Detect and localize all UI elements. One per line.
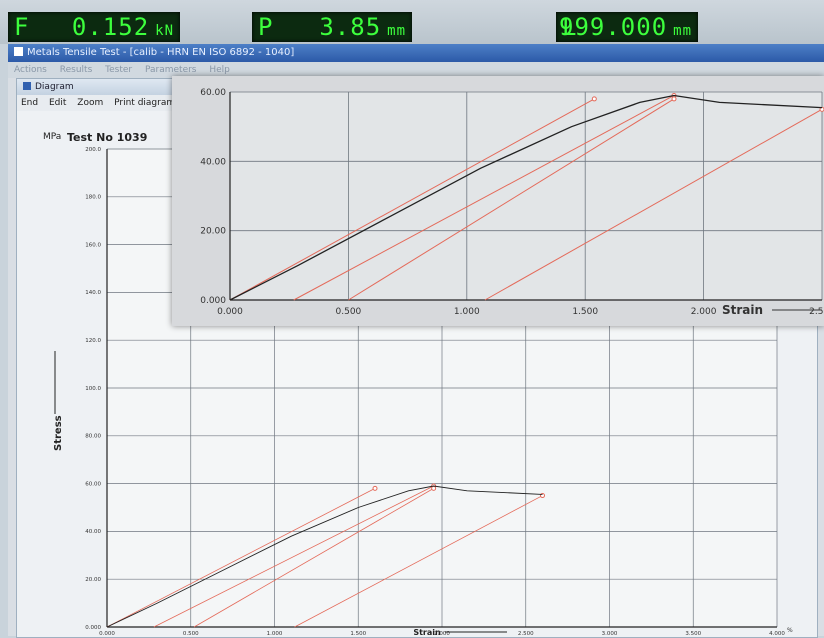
x-tick-label: 0.000 — [99, 631, 115, 637]
length-value: -999.000 — [556, 13, 668, 41]
x-tick-label: 2.500 — [809, 307, 824, 317]
length-unit: mm — [673, 23, 692, 39]
x-tick-label: 1.000 — [454, 307, 480, 317]
plot-area — [230, 92, 822, 300]
y-tick-label: 80.00 — [85, 434, 101, 440]
offset-line-1 — [106, 488, 376, 628]
app-icon — [14, 47, 23, 56]
menu-help[interactable]: Help — [209, 65, 230, 75]
y-tick-label: 200.0 — [85, 147, 101, 153]
main-title-bar[interactable]: Metals Tensile Test - [calib - HRN EN IS… — [8, 44, 824, 62]
y-axis-label: Stress — [53, 415, 64, 451]
y-tick-label: 140.0 — [85, 290, 101, 296]
length-readout: L -999.000 mm — [556, 12, 698, 42]
offset-line-2 — [153, 485, 434, 628]
zoomed-stress-strain-chart: 0.000 0.500 1.000 1.500 2.000 2.500 0.000 20.00… — [172, 76, 824, 326]
y-tick-label: 160.0 — [85, 242, 101, 248]
y-tick-label: 60.00 — [85, 481, 101, 487]
y-tick-label: 20.00 — [200, 227, 226, 237]
force-value: 0.152 — [71, 13, 150, 41]
x-unit-label: % — [787, 627, 793, 634]
stress-strain-curve — [229, 94, 823, 301]
menu-zoom[interactable]: Zoom — [77, 98, 104, 108]
x-tick-label: 1.500 — [572, 307, 598, 317]
offset-line-marker — [431, 485, 437, 491]
x-tick-label: 1.000 — [267, 631, 283, 637]
menu-edit[interactable]: Edit — [48, 98, 67, 108]
position-value: 3.85 — [319, 13, 382, 41]
y-tick-label: 120.0 — [85, 338, 101, 344]
menu-parameters[interactable]: Parameters — [144, 65, 197, 75]
menu-actions[interactable]: Actions — [14, 65, 47, 75]
x-tick-label: 2.000 — [691, 307, 717, 317]
test-number-title: Test No 1039 — [67, 131, 147, 144]
stress-strain-curve — [106, 485, 543, 628]
force-label: F — [14, 13, 30, 41]
x-tick-label: 1.500 — [350, 631, 366, 637]
offset-line-2 — [293, 95, 675, 301]
offset-line-3 — [193, 488, 434, 628]
readout-bar: F 0.152 kN P 3.85 mm L -999.000 mm — [0, 0, 824, 44]
x-tick-label: 2.000 — [434, 631, 450, 637]
position-unit: mm — [387, 23, 406, 39]
length-label: L — [562, 13, 578, 41]
menu-results[interactable]: Results — [59, 65, 93, 75]
offset-line-marker — [671, 96, 677, 102]
y-tick-label: 20.00 — [85, 577, 101, 583]
force-unit: kN — [155, 23, 174, 39]
position-readout: P 3.85 mm — [252, 12, 412, 42]
main-window-title: Metals Tensile Test - [calib - HRN EN IS… — [27, 47, 295, 58]
offset-line-marker — [372, 485, 378, 491]
x-tick-label: 0.500 — [336, 307, 362, 317]
position-label: P — [258, 13, 274, 41]
menu-print-diagram[interactable]: Print diagram — [114, 98, 176, 108]
x-tick-label: 3.500 — [685, 631, 701, 637]
y-tick-label: 40.00 — [200, 157, 226, 167]
diagram-icon — [23, 82, 31, 90]
y-tick-label: 100.0 — [85, 386, 101, 392]
diagram-window-title: Diagram — [35, 82, 74, 92]
y-tick-label: 40.00 — [85, 529, 101, 535]
zoom-inset: 0.000 0.500 1.000 1.500 2.000 2.500 0.000 20.00… — [172, 76, 824, 326]
main-menu-bar: Actions Results Tester Parameters Help — [8, 62, 824, 78]
menu-end[interactable]: End — [21, 98, 39, 108]
x-axis-label: Strain — [413, 628, 441, 637]
x-tick-label: 3.000 — [602, 631, 618, 637]
menu-tester[interactable]: Tester — [105, 65, 133, 75]
offset-line-1 — [229, 98, 595, 301]
inset-x-axis-label: Strain — [722, 303, 763, 317]
x-tick-label: 0.500 — [183, 631, 199, 637]
y-tick-label: 0.000 — [85, 625, 101, 631]
x-tick-label: 4.000 — [769, 631, 785, 637]
offset-line-marker — [591, 96, 597, 102]
x-tick-label: 0.000 — [217, 307, 243, 317]
y-tick-label: 0.000 — [200, 296, 226, 306]
offset-line-4 — [294, 495, 543, 628]
force-readout: F 0.152 kN — [8, 12, 180, 42]
offset-line-3 — [348, 98, 675, 301]
x-tick-label: 2.500 — [518, 631, 534, 637]
y-tick-label: 180.0 — [85, 195, 101, 201]
offset-line-4 — [484, 108, 823, 301]
y-tick-label: 60.00 — [200, 88, 226, 98]
unit-label: MPa — [43, 132, 61, 142]
